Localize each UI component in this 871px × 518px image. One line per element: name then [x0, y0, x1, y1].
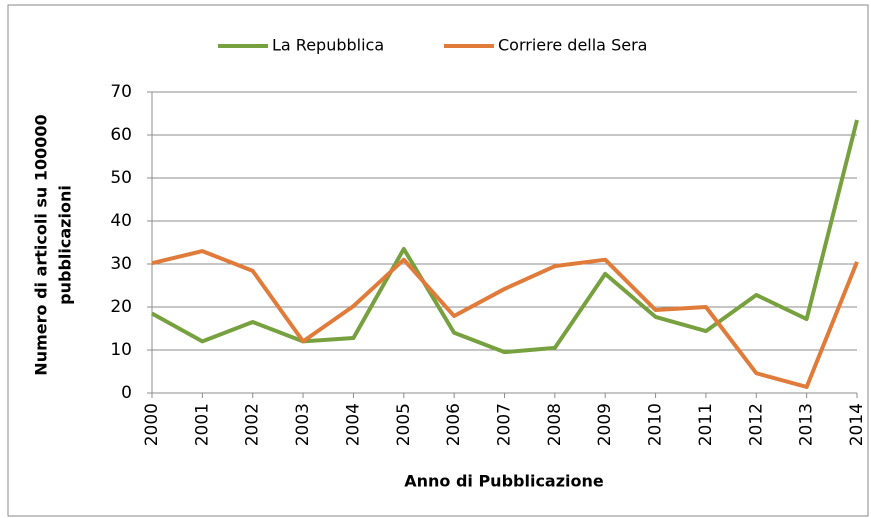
x-tick-label: 2012 — [746, 403, 766, 446]
x-tick-label: 2005 — [394, 403, 414, 446]
y-axis-title: Numero di articoli su 100000 — [32, 114, 51, 375]
y-tick-label: 70 — [110, 82, 132, 102]
y-tick-label: 60 — [110, 125, 132, 145]
x-tick-label: 2011 — [696, 403, 716, 446]
chart-frame — [7, 4, 869, 517]
y-tick-label: 0 — [121, 383, 132, 403]
y-tick-label: 20 — [110, 297, 132, 317]
x-axis-title: Anno di Pubblicazione — [404, 472, 604, 491]
line-series — [151, 119, 859, 355]
x-tick-label: 2008 — [545, 403, 565, 446]
x-tick-label: 2000 — [142, 403, 162, 446]
y-axis-title: pubblicazioni — [56, 185, 75, 305]
legend-label: La Repubblica — [272, 36, 384, 55]
x-tick-label: 2002 — [243, 403, 263, 446]
x-tick-label: 2007 — [495, 403, 515, 446]
y-tick-label: 50 — [110, 168, 132, 188]
x-tick-label: 2003 — [293, 403, 313, 446]
x-tick-label: 2006 — [444, 403, 464, 446]
x-tick-label: 2010 — [646, 403, 666, 446]
x-tick-label: 2013 — [797, 403, 817, 446]
y-tick-label: 10 — [110, 340, 132, 360]
y-tick-label: 40 — [110, 211, 132, 231]
y-tick-label: 30 — [110, 254, 132, 274]
x-tick-label: 2009 — [595, 403, 615, 446]
line-series — [151, 249, 859, 389]
legend-label: Corriere della Sera — [498, 36, 647, 55]
x-tick-label: 2014 — [847, 403, 867, 446]
x-tick-label: 2004 — [343, 403, 363, 446]
x-tick-label: 2001 — [192, 403, 212, 446]
